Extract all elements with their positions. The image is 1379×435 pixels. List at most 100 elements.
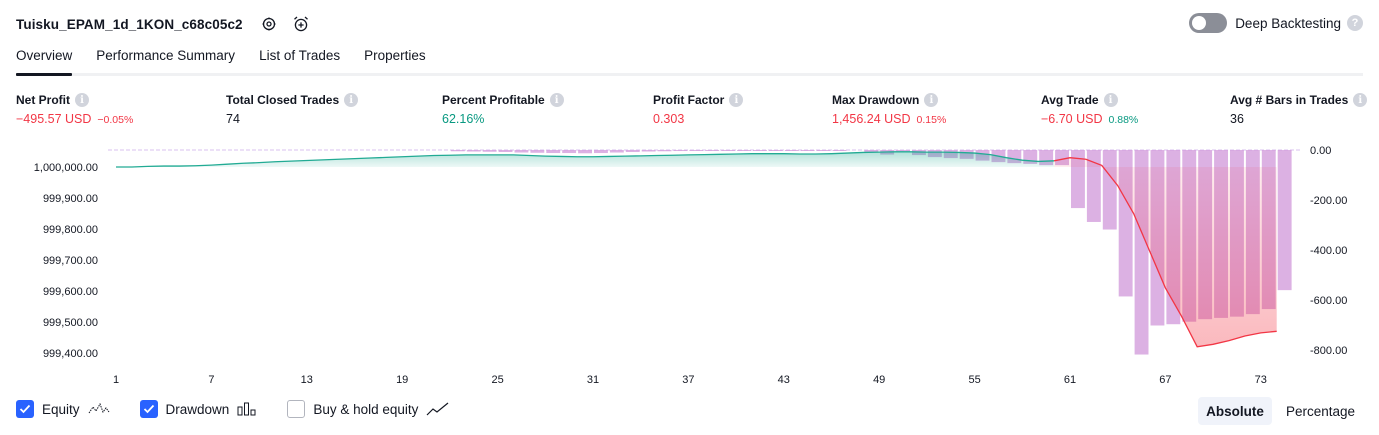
buy-hold-line-icon <box>426 402 450 416</box>
equity-loss-area <box>1054 157 1277 347</box>
x-tick-label: 19 <box>396 374 408 386</box>
y-right-tick-label: -400.00 <box>1310 245 1347 257</box>
drawdown-bar <box>530 150 545 153</box>
drawdown-bar <box>753 150 767 151</box>
x-tick-label: 13 <box>301 374 313 386</box>
metric-avg-bars-in-trades: Avg # Bars in Trades i 36 <box>1230 93 1368 126</box>
drawdown-bar <box>546 150 561 154</box>
metric-value: 0.303 <box>653 112 685 126</box>
x-tick-label: 49 <box>873 374 885 386</box>
metric-max-drawdown: Max Drawdown i 1,456.24 USD 0.15% <box>832 93 946 126</box>
info-icon[interactable]: i <box>344 93 359 107</box>
drawdown-bar <box>594 150 608 154</box>
equity-line <box>116 151 1277 348</box>
drawdown-bar <box>1086 150 1101 222</box>
equity-gain-line <box>116 151 1055 168</box>
tab-overview[interactable]: Overview <box>16 48 73 76</box>
tab-performance-summary[interactable]: Performance Summary <box>96 48 236 63</box>
info-icon[interactable]: i <box>1353 93 1368 107</box>
x-tick-label: 31 <box>587 374 599 386</box>
tab-properties[interactable]: Properties <box>364 48 426 63</box>
legend-drawdown[interactable]: Drawdown <box>139 400 258 418</box>
percentage-button[interactable]: Percentage <box>1285 403 1355 419</box>
metric-value: 36 <box>1230 112 1244 126</box>
display-mode-toggle: Absolute Percentage <box>1192 397 1363 425</box>
x-tick-label: 61 <box>1064 374 1076 386</box>
drawdown-bar <box>1277 150 1292 291</box>
equity-line-icon <box>88 402 110 416</box>
drawdown-bar <box>641 150 656 152</box>
x-tick-label: 43 <box>778 374 790 386</box>
y-right-tick-label: -600.00 <box>1310 295 1347 307</box>
drawdown-bar <box>896 150 910 152</box>
drawdown-bar <box>737 150 751 151</box>
metric-percent: 0.88% <box>1108 114 1139 126</box>
x-tick-label: 1 <box>113 374 119 386</box>
metric-value: 1,456.24 USD <box>832 112 911 126</box>
x-tick-label: 73 <box>1255 374 1267 386</box>
gear-icon[interactable] <box>259 14 279 34</box>
strategy-header: Tuisku_EPAM_1d_1KON_c68c05c2 <box>16 13 311 35</box>
metric-value: −6.70 USD <box>1041 112 1103 126</box>
x-tick-label: 25 <box>491 374 503 386</box>
y-right-tick-label: 0.00 <box>1310 145 1331 157</box>
y-right-tick-label: -800.00 <box>1310 345 1347 357</box>
drawdown-bar <box>498 150 513 153</box>
tab-list-of-trades[interactable]: List of Trades <box>259 48 341 63</box>
drawdown-bar <box>466 150 481 152</box>
y-right-tick-label: -200.00 <box>1310 195 1347 207</box>
x-tick-label: 67 <box>1159 374 1171 386</box>
y-left-tick-label: 999,400.00 <box>43 348 98 360</box>
info-icon[interactable]: i <box>549 93 564 107</box>
drawdown-bar <box>609 150 624 153</box>
info-icon[interactable]: i <box>1103 93 1118 107</box>
deep-backtesting-toggle[interactable] <box>1189 13 1228 33</box>
metric-value: 62.16% <box>442 112 485 126</box>
metric-label: Percent Profitable <box>442 93 545 107</box>
alarm-add-icon[interactable] <box>291 14 311 34</box>
drawdown-bar <box>784 150 799 151</box>
y-axis-left: 1,000,000.00 999,900.00 999,800.00 999,700.… <box>34 162 98 360</box>
metric-label: Avg # Bars in Trades <box>1230 93 1349 107</box>
drawdown-bar <box>657 150 672 152</box>
x-tick-label: 37 <box>682 374 694 386</box>
legend-label: Buy & hold equity <box>313 401 419 417</box>
x-axis: 1 7 13 19 25 31 37 43 49 55 61 67 73 <box>113 374 1267 386</box>
metric-label: Net Profit <box>16 93 70 107</box>
drawdown-bar <box>578 150 592 154</box>
drawdown-bar <box>1102 150 1117 230</box>
metric-label: Max Drawdown <box>832 93 920 107</box>
x-tick-label: 55 <box>968 374 980 386</box>
help-icon[interactable]: ? <box>1347 15 1363 31</box>
drawdown-bar <box>816 150 831 151</box>
info-icon[interactable]: i <box>75 93 89 107</box>
metric-value: 74 <box>226 112 240 126</box>
y-left-tick-label: 1,000,000.00 <box>34 162 98 174</box>
equity-checkbox[interactable] <box>16 400 34 418</box>
equity-drawdown-chart[interactable]: 1,000,000.00 999,900.00 999,800.00 999,700.… <box>0 140 1379 392</box>
legend-buy-hold-equity[interactable]: Buy & hold equity <box>287 400 450 418</box>
y-left-tick-label: 999,500.00 <box>43 317 98 329</box>
drawdown-bar <box>864 150 879 153</box>
info-icon[interactable]: i <box>924 93 939 107</box>
equity-gain-area <box>116 151 1055 167</box>
drawdown-bar <box>689 150 704 151</box>
x-tick-label: 7 <box>208 374 214 386</box>
buy-hold-checkbox[interactable] <box>287 400 306 418</box>
drawdown-checkbox[interactable] <box>139 400 158 418</box>
legend-equity[interactable]: Equity <box>16 400 110 418</box>
metric-label: Avg Trade <box>1041 93 1099 107</box>
drawdown-bars-icon <box>237 402 257 416</box>
absolute-button[interactable]: Absolute <box>1198 397 1272 425</box>
drawdown-bar <box>625 150 640 153</box>
y-left-tick-label: 999,600.00 <box>43 286 98 298</box>
info-icon[interactable]: i <box>729 93 744 107</box>
legend-label: Drawdown <box>165 401 230 417</box>
metric-total-closed-trades: Total Closed Trades i 74 <box>226 93 359 126</box>
metric-label: Total Closed Trades <box>226 93 340 107</box>
y-left-tick-label: 999,900.00 <box>43 193 98 205</box>
drawdown-bar <box>514 150 529 153</box>
metric-profit-factor: Profit Factor i 0.303 <box>653 93 744 126</box>
y-left-tick-label: 999,700.00 <box>43 255 98 267</box>
metric-percent: 0.15% <box>916 114 947 126</box>
